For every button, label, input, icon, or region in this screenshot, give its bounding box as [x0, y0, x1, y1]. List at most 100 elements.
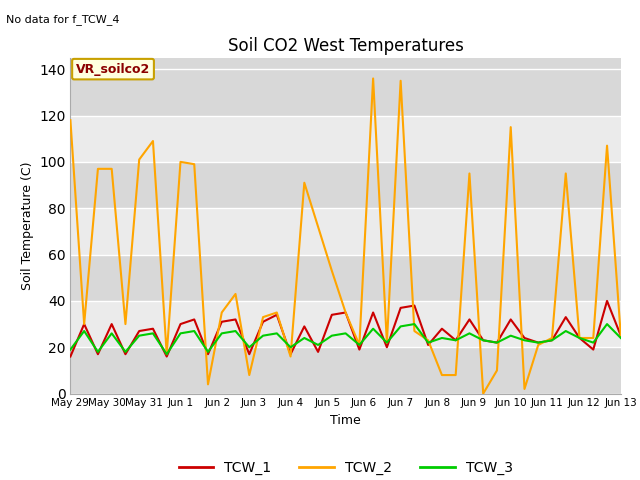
TCW_3: [534, 340, 542, 346]
TCW_3: [67, 347, 74, 352]
TCW_1: [534, 340, 542, 346]
TCW_3: [617, 335, 625, 341]
TCW_1: [589, 347, 597, 352]
TCW_2: [191, 161, 198, 167]
Title: Soil CO2 West Temperatures: Soil CO2 West Temperatures: [228, 36, 463, 55]
Text: VR_soilco2: VR_soilco2: [76, 63, 150, 76]
Line: TCW_1: TCW_1: [70, 301, 621, 357]
TCW_2: [94, 166, 102, 172]
TCW_3: [149, 330, 157, 336]
TCW_2: [493, 368, 500, 373]
Y-axis label: Soil Temperature (C): Soil Temperature (C): [20, 161, 34, 290]
TCW_1: [287, 351, 294, 357]
Line: TCW_3: TCW_3: [70, 324, 621, 354]
TCW_2: [534, 342, 542, 348]
TCW_1: [383, 344, 390, 350]
TCW_2: [507, 124, 515, 130]
TCW_1: [617, 333, 625, 338]
TCW_1: [232, 317, 239, 323]
TCW_3: [163, 351, 170, 357]
TCW_2: [576, 335, 584, 341]
TCW_1: [465, 317, 473, 323]
TCW_2: [548, 335, 556, 341]
TCW_2: [273, 310, 280, 315]
TCW_3: [411, 321, 419, 327]
TCW_1: [204, 351, 212, 357]
TCW_2: [300, 180, 308, 186]
TCW_3: [397, 324, 404, 329]
X-axis label: Time: Time: [330, 414, 361, 427]
TCW_2: [163, 351, 170, 357]
TCW_1: [397, 305, 404, 311]
TCW_1: [576, 335, 584, 341]
TCW_3: [589, 340, 597, 346]
TCW_2: [328, 268, 335, 274]
TCW_1: [149, 326, 157, 332]
TCW_2: [314, 224, 322, 229]
TCW_1: [479, 337, 487, 343]
TCW_1: [177, 321, 184, 327]
TCW_1: [548, 337, 556, 343]
TCW_2: [108, 166, 116, 172]
TCW_1: [328, 312, 335, 318]
TCW_1: [300, 324, 308, 329]
TCW_2: [383, 340, 390, 346]
TCW_3: [232, 328, 239, 334]
TCW_1: [122, 351, 129, 357]
Bar: [70, 58, 621, 116]
TCW_2: [177, 159, 184, 165]
TCW_1: [273, 312, 280, 318]
TCW_2: [465, 170, 473, 176]
Text: No data for f_TCW_4: No data for f_TCW_4: [6, 14, 120, 25]
TCW_3: [81, 328, 88, 334]
TCW_3: [218, 330, 226, 336]
TCW_2: [81, 321, 88, 327]
TCW_3: [122, 349, 129, 355]
TCW_1: [438, 326, 445, 332]
TCW_2: [589, 335, 597, 341]
TCW_1: [424, 342, 432, 348]
TCW_2: [342, 310, 349, 315]
TCW_1: [245, 351, 253, 357]
TCW_2: [617, 333, 625, 338]
TCW_2: [452, 372, 460, 378]
Legend: TCW_1, TCW_2, TCW_3: TCW_1, TCW_2, TCW_3: [173, 456, 518, 480]
TCW_1: [507, 317, 515, 323]
TCW_1: [314, 349, 322, 355]
TCW_3: [342, 330, 349, 336]
TCW_2: [136, 156, 143, 162]
TCW_2: [356, 342, 364, 348]
TCW_3: [259, 333, 267, 338]
TCW_3: [603, 321, 611, 327]
TCW_3: [108, 330, 116, 336]
TCW_1: [411, 303, 419, 309]
TCW_3: [562, 328, 570, 334]
TCW_3: [369, 326, 377, 332]
Bar: [70, 254, 621, 301]
TCW_1: [520, 335, 528, 341]
TCW_1: [603, 298, 611, 304]
TCW_3: [438, 335, 445, 341]
TCW_3: [287, 344, 294, 350]
TCW_3: [191, 328, 198, 334]
TCW_3: [314, 342, 322, 348]
TCW_1: [94, 351, 102, 357]
TCW_3: [245, 344, 253, 350]
TCW_3: [452, 337, 460, 343]
TCW_1: [136, 328, 143, 334]
TCW_1: [67, 354, 74, 360]
TCW_1: [191, 317, 198, 323]
TCW_3: [493, 340, 500, 346]
TCW_1: [452, 337, 460, 343]
TCW_3: [136, 333, 143, 338]
TCW_1: [163, 354, 170, 360]
TCW_3: [177, 330, 184, 336]
TCW_2: [603, 143, 611, 148]
TCW_2: [259, 314, 267, 320]
TCW_3: [507, 333, 515, 338]
TCW_3: [479, 337, 487, 343]
TCW_2: [397, 78, 404, 84]
TCW_3: [204, 349, 212, 355]
TCW_1: [369, 310, 377, 315]
TCW_1: [356, 347, 364, 352]
